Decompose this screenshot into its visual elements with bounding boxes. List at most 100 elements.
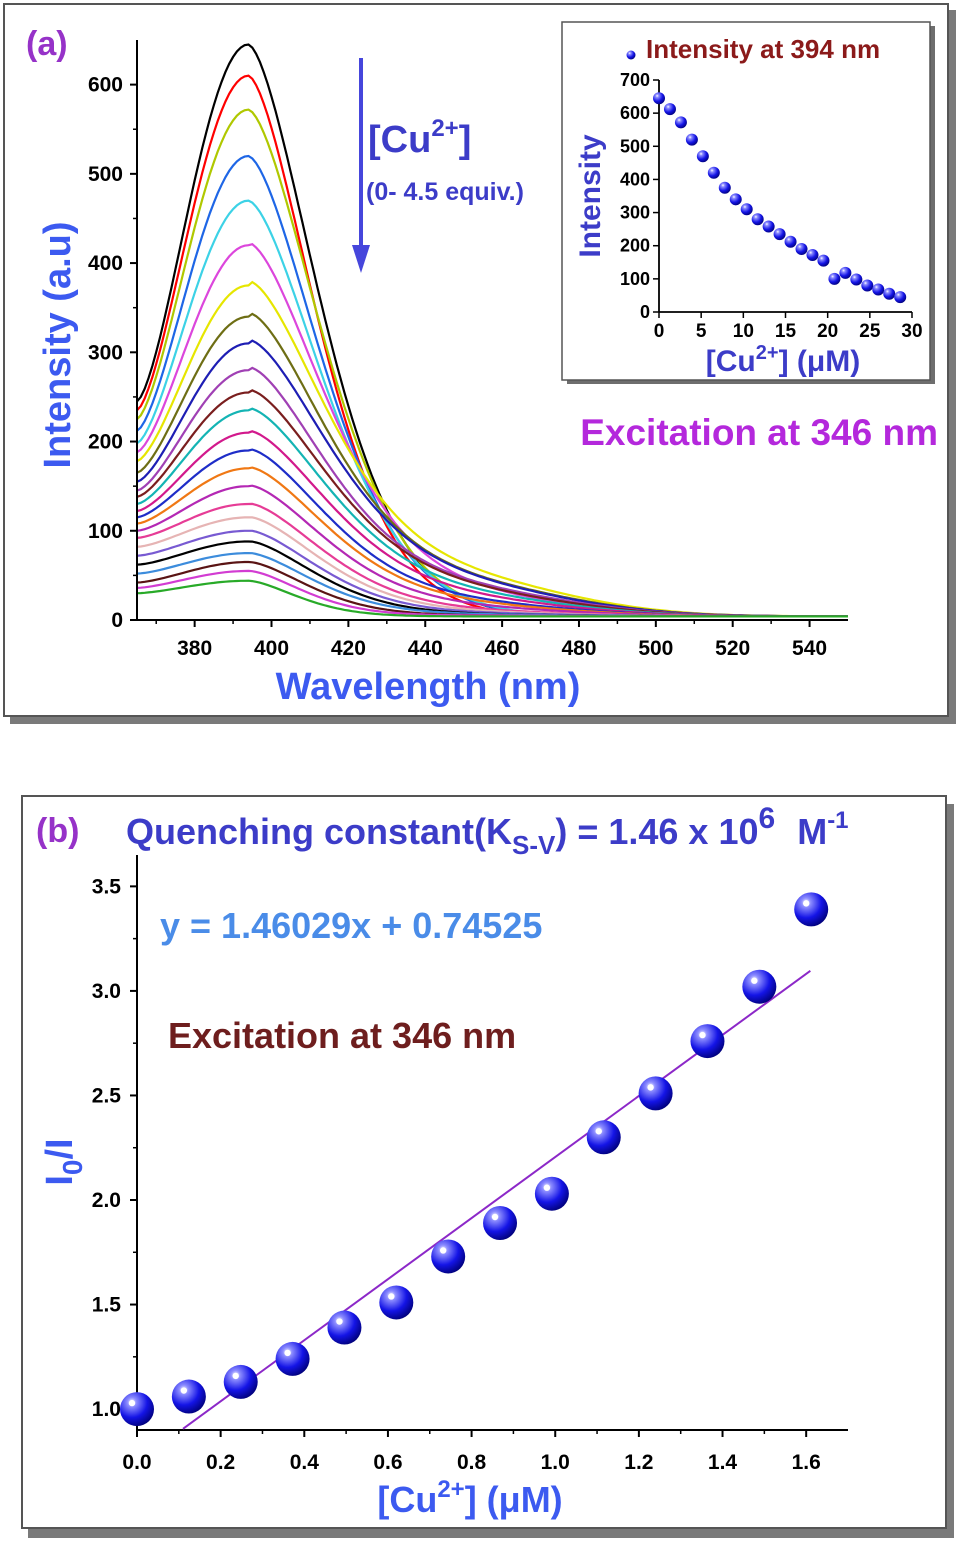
panel-b-data-point xyxy=(171,1379,206,1414)
inset-data-point xyxy=(740,203,753,216)
inset-y-tick-label: 500 xyxy=(620,136,650,156)
panel-b-x-tick-label: 0.2 xyxy=(206,1451,235,1474)
spectrum-series-line xyxy=(136,579,848,618)
panel-b-x-tick-label: 0.6 xyxy=(373,1451,402,1474)
panel-b-excitation-label: Excitation at 346 nm xyxy=(168,1015,516,1056)
quench-arrow-head xyxy=(352,245,370,273)
panel-b-x-tick-label: 1.2 xyxy=(624,1451,653,1474)
panel-b-data-point xyxy=(327,1310,362,1345)
panel-b-data-point xyxy=(742,969,777,1004)
panel-b-data-point-highlight xyxy=(336,1318,343,1325)
equiv-range-label: (0- 4.5 equiv.) xyxy=(366,178,524,206)
inset-data-point xyxy=(685,133,698,146)
panel-b-data-point-highlight xyxy=(388,1293,395,1300)
panel-b-x-tick-label: 0.8 xyxy=(457,1451,487,1474)
inset-legend-marker xyxy=(626,50,636,60)
inset-x-tick-label: 15 xyxy=(775,321,797,342)
inset-x-tick-label: 30 xyxy=(901,321,922,342)
inset-data-point xyxy=(751,213,764,226)
panel-b-data-point xyxy=(690,1024,725,1059)
panel-b-data-point-highlight xyxy=(491,1213,499,1221)
inset-legend-label: Intensity at 394 nm xyxy=(646,34,880,64)
panel-a-x-tick-label: 420 xyxy=(331,637,366,660)
panel-b-data-point xyxy=(431,1239,466,1274)
panel-b: (b) Quenching constant(KS-V) = 1.46 x 10… xyxy=(36,802,849,1520)
panel-a-y-tick-label: 200 xyxy=(88,431,123,454)
panel-a-x-tick-label: 440 xyxy=(408,637,443,660)
inset-frame xyxy=(561,21,931,381)
inset-data-point xyxy=(872,283,885,296)
panel-a-x-tick-label: 520 xyxy=(715,637,750,660)
inset-data-point xyxy=(707,166,720,179)
inset-data-point xyxy=(795,243,808,256)
panel-a-x-axis-label: Wavelength (nm) xyxy=(276,666,581,708)
panel-b-data-point xyxy=(275,1341,310,1376)
panel-b-label: (b) xyxy=(36,812,79,850)
panel-b-data-point xyxy=(534,1176,569,1211)
panel-a-y-axis-label: Intensity (a.u) xyxy=(37,221,79,468)
panel-b-data-point-highlight xyxy=(802,900,810,907)
panel-b-data-point-highlight xyxy=(595,1128,602,1135)
panel-b-data-point xyxy=(586,1120,621,1155)
panel-a-excitation-label: Excitation at 346 nm xyxy=(580,412,938,453)
panel-a-x-tick-label: 540 xyxy=(792,637,827,660)
inset-data-point xyxy=(762,220,775,233)
panel-a-y-tick-label: 400 xyxy=(88,252,123,275)
panel-b-data-point-highlight xyxy=(543,1184,551,1191)
panel-b-y-tick-label: 1.0 xyxy=(92,1398,121,1421)
panel-b-x-tick-label: 1.0 xyxy=(541,1451,570,1474)
panel-b-y-tick-label: 1.5 xyxy=(92,1294,122,1317)
panel-b-data-point-highlight xyxy=(284,1349,291,1357)
panel-a-y-tick-label: 300 xyxy=(88,341,123,364)
inset-data-point xyxy=(817,254,830,267)
panel-b-data-point-highlight xyxy=(699,1031,706,1039)
panel-a-x-tick-label: 400 xyxy=(254,637,289,660)
quenching-constant-title: Quenching constant(KS-V) = 1.46 x 106 M-1 xyxy=(126,802,849,860)
panel-b-y-tick-label: 3.0 xyxy=(92,980,121,1003)
inset-y-axis-label: Intensity xyxy=(574,134,607,258)
panel-b-x-tick-label: 1.6 xyxy=(792,1451,821,1474)
inset-data-point xyxy=(850,273,863,286)
panel-a-x-tick-label: 380 xyxy=(177,637,212,660)
panel-b-data-point-highlight xyxy=(232,1372,239,1380)
inset-data-point xyxy=(828,272,841,285)
inset-data-point xyxy=(839,266,852,279)
panel-a-y-tick-label: 0 xyxy=(111,609,123,632)
inset-data-point xyxy=(663,103,676,116)
panel-b-data-point xyxy=(120,1392,154,1427)
panel-a-x-tick-label: 480 xyxy=(561,637,596,660)
panel-b-x-tick-label: 1.4 xyxy=(708,1451,738,1474)
inset-data-point xyxy=(674,116,687,129)
inset-data-point xyxy=(861,279,874,292)
panel-b-data-point-highlight xyxy=(439,1247,447,1254)
panel-a-x-tick-label: 500 xyxy=(638,637,673,660)
inset-y-tick-label: 0 xyxy=(640,302,650,322)
panel-a: (a) 380 400 420 440 460 480 500 520 540010020030… xyxy=(26,21,938,708)
panel-a-axes: 380 400 420 440 460 480 500 520 5400100200300400… xyxy=(88,40,848,660)
inset-data-point xyxy=(718,181,731,194)
cu-arrow-label: [Cu2+] xyxy=(368,115,471,161)
inset-data-point xyxy=(894,291,907,304)
inset-data-point xyxy=(773,228,786,241)
inset-x-tick-label: 20 xyxy=(817,321,838,342)
panel-b-data-point xyxy=(483,1206,518,1240)
inset-data-point xyxy=(883,287,896,300)
panel-b-y-tick-label: 2.0 xyxy=(92,1189,121,1212)
spectra-curves xyxy=(136,43,848,618)
panel-b-x-axis-label: [Cu2+] (μM) xyxy=(377,1476,562,1520)
inset-y-tick-label: 400 xyxy=(620,169,650,189)
panel-a-y-tick-label: 500 xyxy=(88,163,123,186)
panel-b-y-axis-label: I0/I xyxy=(39,1138,88,1185)
inset-x-tick-label: 0 xyxy=(654,321,665,342)
inset-x-tick-label: 5 xyxy=(696,321,707,342)
inset-data-point xyxy=(653,92,665,105)
panel-a-label: (a) xyxy=(26,25,68,63)
inset-data-point xyxy=(784,235,797,248)
inset-y-tick-label: 300 xyxy=(620,203,650,223)
panel-a-y-tick-label: 100 xyxy=(88,520,123,543)
inset-y-tick-label: 200 xyxy=(620,236,650,256)
panel-b-data-point-highlight xyxy=(751,977,758,984)
fit-equation: y = 1.46029x + 0.74525 xyxy=(160,905,542,946)
panel-a-y-tick-label: 600 xyxy=(88,74,123,97)
